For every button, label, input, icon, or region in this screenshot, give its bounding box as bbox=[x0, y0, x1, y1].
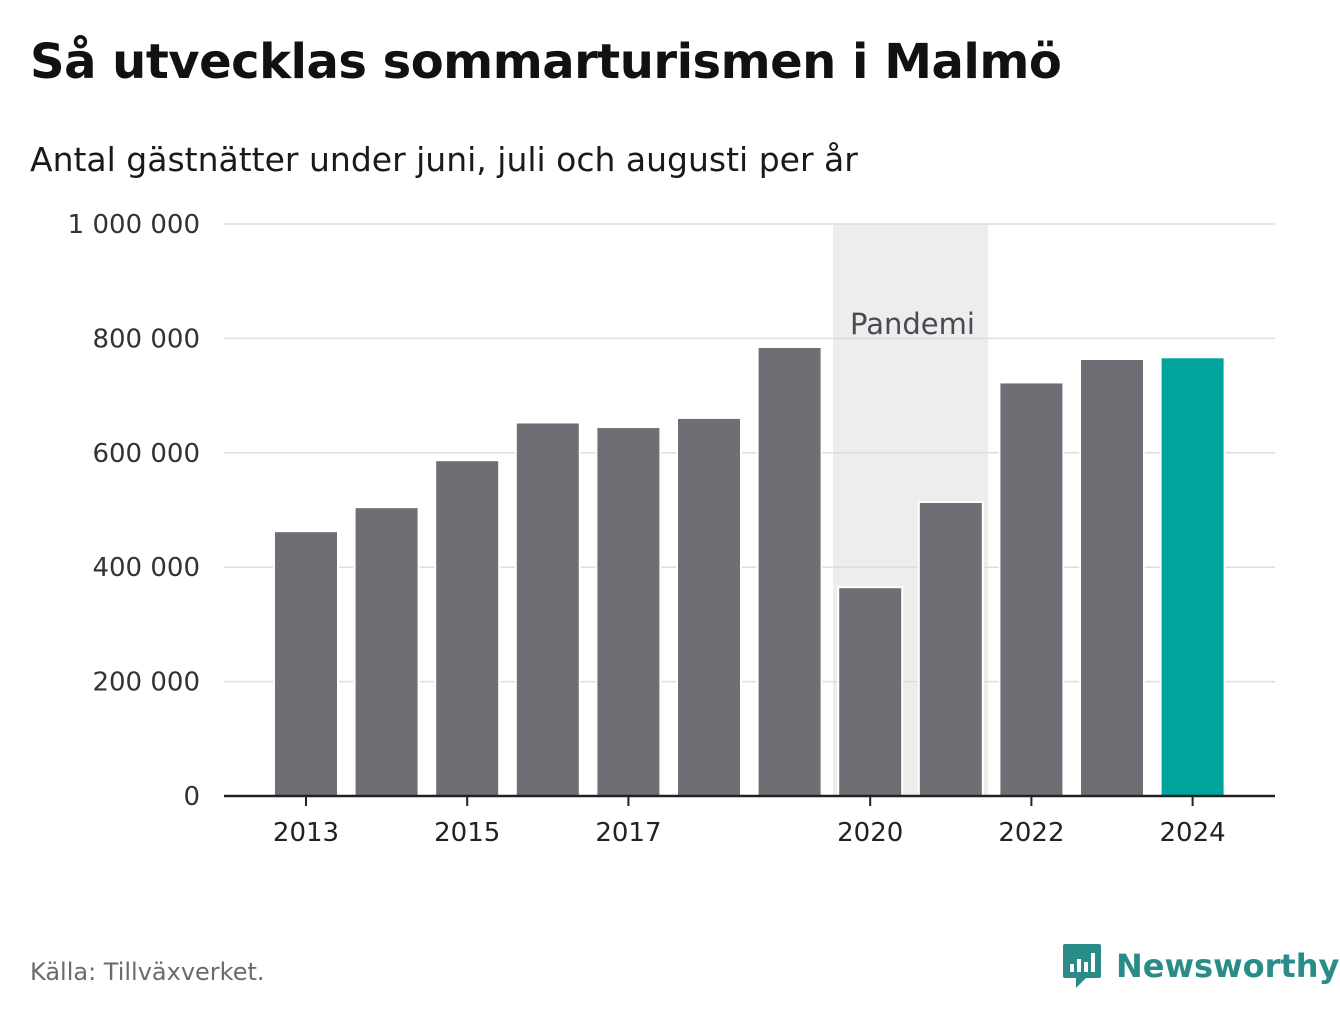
source-note: Källa: Tillväxverket. bbox=[30, 958, 265, 986]
bar-2024 bbox=[1159, 356, 1226, 797]
bar-chart: 0 200 000 400 000 600 000 800 000 1 000 000 Pa… bbox=[68, 210, 1275, 848]
x-tick-label: 2020 bbox=[837, 818, 903, 848]
bar-2022 bbox=[998, 381, 1065, 797]
x-tick-label: 2017 bbox=[595, 818, 661, 848]
bar-2015 bbox=[434, 459, 501, 797]
axis-layer: 2013 2015 2017 2020 2022 2024 bbox=[224, 794, 1275, 848]
y-tick-label: 1 000 000 bbox=[68, 210, 200, 240]
bar-2021 bbox=[917, 500, 984, 797]
chart-title: Så utvecklas sommarturismen i Malmö bbox=[30, 34, 1062, 90]
y-tick-label: 800 000 bbox=[92, 324, 200, 354]
bar-2017 bbox=[595, 426, 662, 797]
brand-name: Newsworthy bbox=[1116, 947, 1340, 985]
bar-2020 bbox=[837, 586, 904, 797]
pandemic-band-label: Pandemi bbox=[850, 307, 975, 341]
newsworthy-logo-icon bbox=[1063, 944, 1101, 988]
grid-layer: 0 200 000 400 000 600 000 800 000 1 000 000 Pa… bbox=[68, 210, 1275, 812]
x-tick-label: 2022 bbox=[998, 818, 1064, 848]
x-tick-label: 2015 bbox=[434, 818, 500, 848]
bar-2023 bbox=[1079, 357, 1145, 797]
y-tick-label: 200 000 bbox=[92, 668, 200, 698]
bar-2018 bbox=[676, 416, 742, 797]
chart-subtitle: Antal gästnätter under juni, juli och au… bbox=[30, 140, 858, 179]
bar-2019 bbox=[756, 345, 823, 797]
y-tick-label: 600 000 bbox=[92, 439, 200, 469]
x-tick-label: 2024 bbox=[1160, 818, 1226, 848]
bar-2013 bbox=[273, 530, 339, 797]
y-tick-label: 400 000 bbox=[92, 553, 200, 583]
bar-layer bbox=[273, 345, 1226, 797]
bar-2016 bbox=[514, 421, 581, 797]
x-tick-label: 2013 bbox=[273, 818, 339, 848]
y-tick-label: 0 bbox=[183, 782, 200, 812]
bar-2014 bbox=[353, 506, 420, 797]
brand-logo: Newsworthy bbox=[1062, 942, 1339, 990]
